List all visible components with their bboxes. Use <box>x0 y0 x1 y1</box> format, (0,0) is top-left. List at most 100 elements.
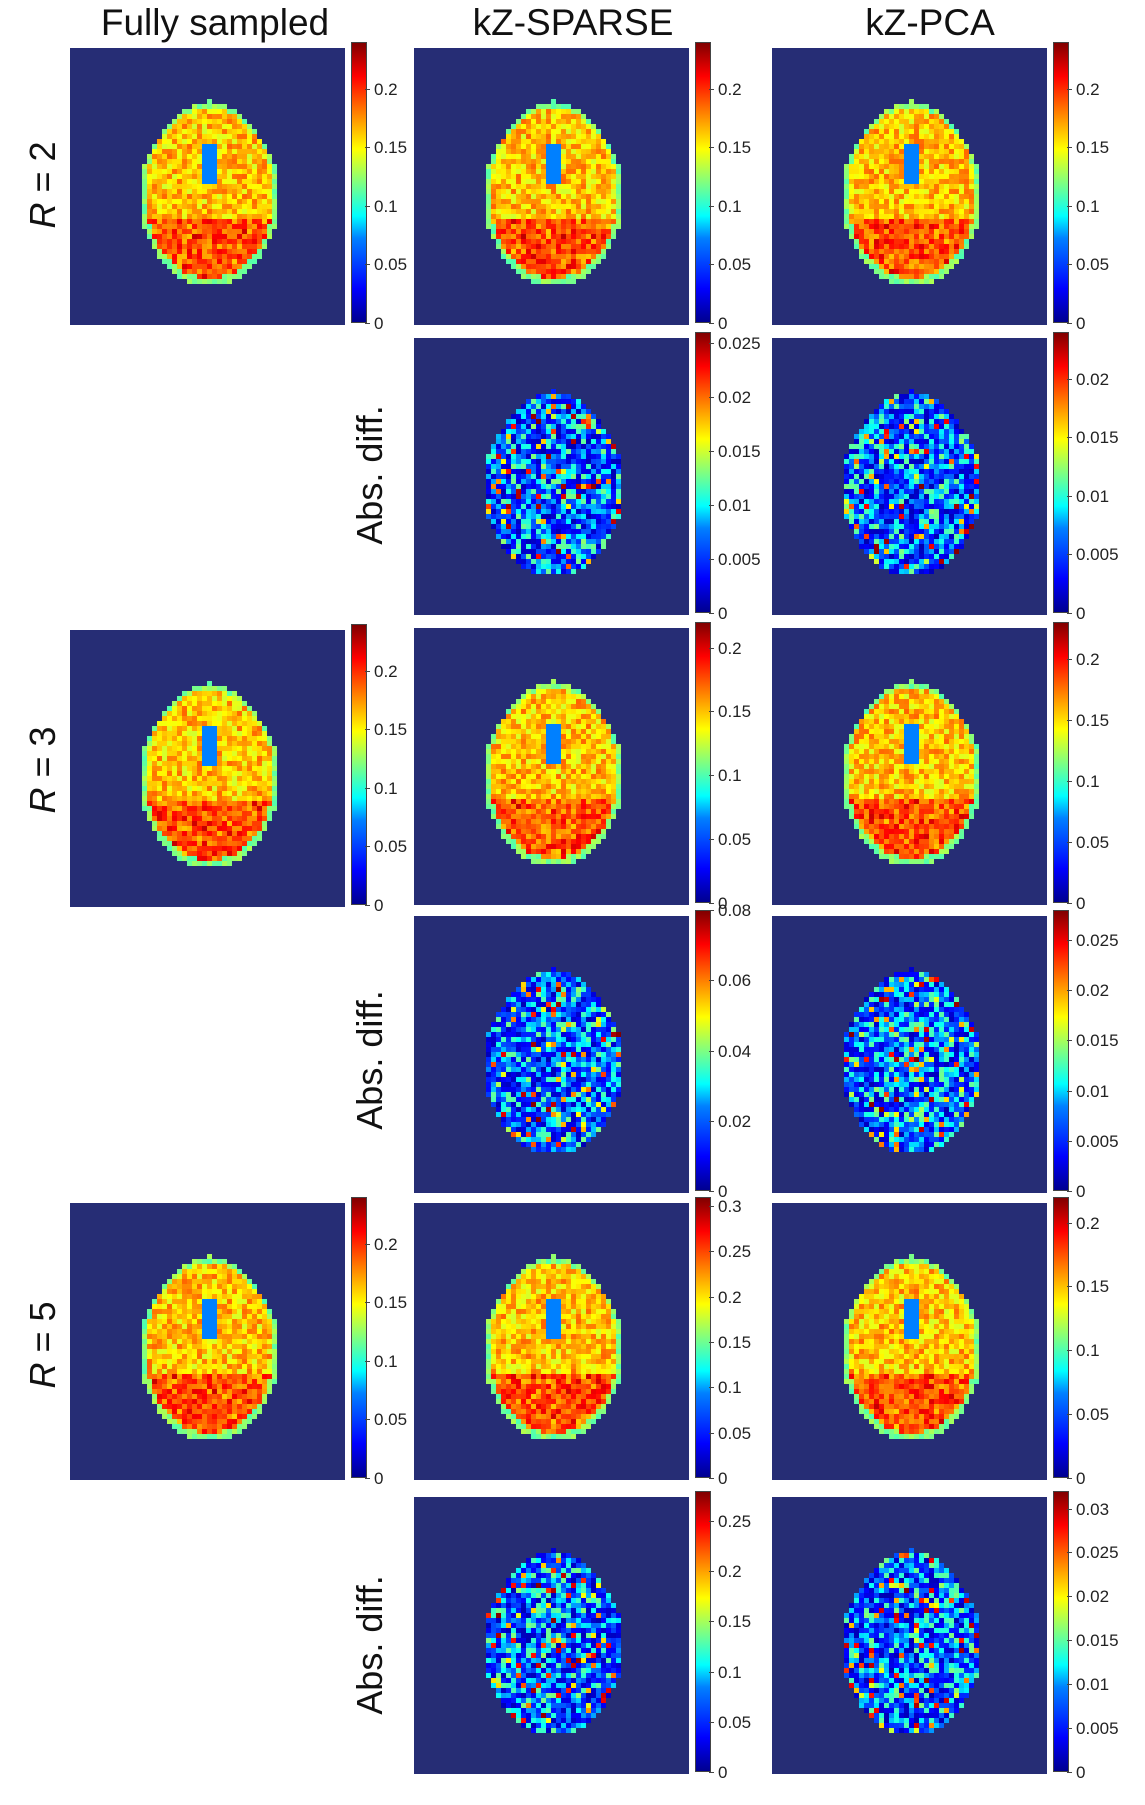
r2-pca-colorbar-tick: 0.05 <box>1066 255 1110 275</box>
r5-sparse-colorbar-tick: 0.2 <box>709 1287 742 1307</box>
r3-sparse-diff-map-image <box>414 916 689 1193</box>
r5-sparse-diff-brain-map <box>486 1548 621 1733</box>
r2-sparse-diff-colorbar-tick: 0.025 <box>709 333 761 353</box>
r2-sparse-diff-colorbar <box>695 332 711 613</box>
r2-pca-diff-colorbar-tick: 0.02 <box>1066 369 1110 389</box>
r5-pca-map-image <box>772 1203 1047 1480</box>
r5-sparse-diff-map-image <box>414 1497 689 1774</box>
r5-pca-diff-colorbar-tick: 0 <box>1066 1763 1086 1782</box>
r3-full-colorbar-tick: 0.1 <box>365 778 398 798</box>
r2-pca-diff-colorbar-tick: 0.005 <box>1067 545 1119 565</box>
r2-pca-diff-colorbar-tick: 0.01 <box>1066 486 1110 506</box>
r5-sparse-colorbar-tick: 0.1 <box>709 1378 742 1398</box>
r3-sparse-colorbar-tick: 0.1 <box>709 766 742 786</box>
row-label-r2: R = 2 <box>22 141 63 229</box>
r3-pca-diff-colorbar-tick: 0.015 <box>1067 1031 1119 1051</box>
r5-pca-diff-brain-map <box>844 1548 979 1733</box>
r2-sparse-diff-colorbar-tick: 0.01 <box>708 495 752 515</box>
r3-sparse-colorbar-tick: 0.05 <box>708 830 752 850</box>
r3-sparse-map-image <box>414 628 689 905</box>
r5-pca-diff-colorbar-tick: 0.02 <box>1066 1587 1110 1607</box>
r2-pca-colorbar-tick: 0.15 <box>1066 138 1110 158</box>
r3-pca-diff-colorbar-tick: 0 <box>1066 1182 1086 1201</box>
r3-sparse-brain-map <box>486 679 621 864</box>
column-title-kz-sparse: kZ-SPARSE <box>472 2 674 43</box>
r5-full-brain-map <box>142 1254 277 1439</box>
r3-pca-colorbar-tick: 0.05 <box>1066 832 1110 852</box>
r5-full-colorbar-tick: 0.2 <box>365 1234 398 1254</box>
r2-pca-colorbar <box>1053 42 1069 323</box>
r2-full-colorbar-tick: 0.15 <box>364 138 408 158</box>
r2-pca-colorbar-tick: 0 <box>1066 314 1086 333</box>
row-label-r5: R = 5 <box>22 1301 63 1389</box>
r2-full-map-image <box>70 48 345 325</box>
r2-pca-colorbar-tick: 0.2 <box>1067 79 1100 99</box>
r5-pca-colorbar <box>1053 1197 1069 1478</box>
r5-full-colorbar-tick: 0 <box>364 1469 384 1488</box>
r2-full-colorbar-tick: 0.1 <box>365 196 398 216</box>
r3-full-colorbar-tick: 0.05 <box>364 837 408 857</box>
r5-sparse-colorbar <box>695 1197 711 1478</box>
r2-full-brain-map <box>142 99 277 284</box>
r2-sparse-colorbar-tick: 0.2 <box>709 79 742 99</box>
r3-pca-colorbar <box>1053 622 1069 903</box>
r5-pca-colorbar-tick: 0.1 <box>1067 1341 1100 1361</box>
r3-sparse-diff-brain-map <box>486 967 621 1152</box>
r5-sparse-diff-colorbar-tick: 0.1 <box>709 1662 742 1682</box>
r3-sparse-diff-colorbar-tick: 0.06 <box>708 971 752 991</box>
abs-diff-label-r2: Abs. diff. <box>349 405 390 545</box>
r5-sparse-diff-colorbar-tick: 0.2 <box>709 1562 742 1582</box>
r2-sparse-map-image <box>414 48 689 325</box>
r3-pca-colorbar-tick: 0.15 <box>1066 710 1110 730</box>
r5-pca-colorbar-tick: 0.2 <box>1067 1213 1100 1233</box>
r5-full-colorbar-tick: 0.15 <box>364 1293 408 1313</box>
r3-sparse-diff-colorbar-tick: 0.02 <box>708 1111 752 1131</box>
r3-pca-diff-map-image <box>772 916 1047 1193</box>
r5-sparse-colorbar-tick: 0.15 <box>708 1333 752 1353</box>
r2-sparse-brain-map <box>486 99 621 284</box>
r3-sparse-colorbar <box>695 622 711 903</box>
r2-pca-diff-colorbar-tick: 0 <box>1066 604 1086 623</box>
r3-pca-colorbar-tick: 0.1 <box>1067 771 1100 791</box>
r5-sparse-diff-colorbar <box>695 1491 711 1772</box>
abs-diff-label-r5: Abs. diff. <box>349 1575 390 1715</box>
r2-sparse-colorbar-tick: 0 <box>708 314 728 333</box>
r5-full-colorbar-tick: 0.1 <box>365 1351 398 1371</box>
r3-pca-diff-colorbar-tick: 0.005 <box>1067 1131 1119 1151</box>
r3-pca-brain-map <box>844 679 979 864</box>
r3-full-colorbar-tick: 0.15 <box>364 720 408 740</box>
r2-sparse-diff-brain-map <box>486 389 621 574</box>
r5-sparse-map-image <box>414 1203 689 1480</box>
r3-full-colorbar <box>351 624 367 905</box>
r3-pca-diff-brain-map <box>844 967 979 1152</box>
r5-pca-diff-colorbar-tick: 0.025 <box>1067 1543 1119 1563</box>
r2-sparse-diff-colorbar-tick: 0.015 <box>709 441 761 461</box>
r3-sparse-diff-colorbar-tick: 0.08 <box>708 901 752 920</box>
r3-pca-diff-colorbar <box>1053 910 1069 1191</box>
r3-sparse-diff-colorbar-tick: 0.04 <box>708 1041 752 1061</box>
r5-full-colorbar <box>351 1197 367 1478</box>
r3-full-brain-map <box>142 681 277 866</box>
r3-pca-colorbar-tick: 0 <box>1066 894 1086 913</box>
r5-pca-diff-map-image <box>772 1497 1047 1774</box>
r5-sparse-diff-colorbar-tick: 0.15 <box>708 1612 752 1632</box>
column-title-kz-pca: kZ-PCA <box>865 2 995 43</box>
r2-sparse-diff-colorbar-tick: 0.02 <box>708 387 752 407</box>
r2-sparse-colorbar-tick: 0.05 <box>708 255 752 275</box>
r2-full-colorbar-tick: 0.2 <box>365 79 398 99</box>
r2-full-colorbar <box>351 42 367 323</box>
r5-pca-colorbar-tick: 0.15 <box>1066 1277 1110 1297</box>
r5-pca-diff-colorbar <box>1053 1491 1069 1772</box>
r3-full-map-image <box>70 630 345 907</box>
r2-full-colorbar-tick: 0.05 <box>364 255 408 275</box>
r5-pca-diff-colorbar-tick: 0.015 <box>1067 1631 1119 1651</box>
r5-sparse-colorbar-tick: 0.3 <box>709 1197 742 1217</box>
r3-sparse-colorbar-tick: 0 <box>708 894 728 913</box>
r3-pca-map-image <box>772 628 1047 905</box>
r5-pca-diff-colorbar-tick: 0.01 <box>1066 1675 1110 1695</box>
r3-sparse-colorbar-tick: 0.2 <box>709 638 742 658</box>
r5-sparse-diff-colorbar-tick: 0.05 <box>708 1712 752 1732</box>
r5-pca-colorbar-tick: 0.05 <box>1066 1405 1110 1425</box>
r5-sparse-brain-map <box>486 1254 621 1439</box>
r3-sparse-colorbar-tick: 0.15 <box>708 702 752 722</box>
